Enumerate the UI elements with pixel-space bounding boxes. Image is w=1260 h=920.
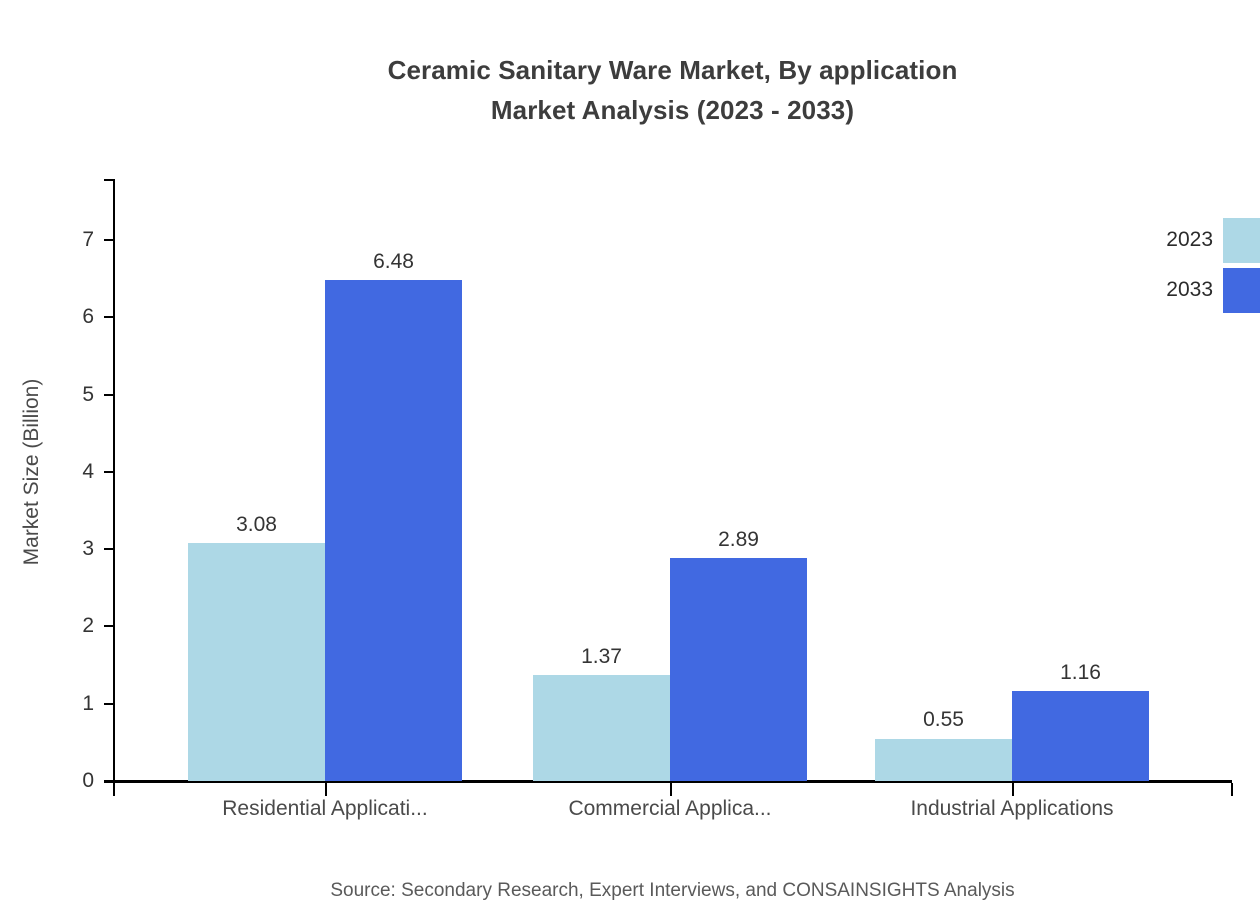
bar-value-label-2033-2: 1.16 xyxy=(1060,661,1101,685)
bar-value-label-2033-0: 6.48 xyxy=(373,250,414,274)
legend: 2023 2033 xyxy=(1130,218,1260,318)
y-tick-label: 3 xyxy=(82,537,94,561)
y-tick-label: 1 xyxy=(82,691,94,715)
bar-value-label-2023-2: 0.55 xyxy=(923,708,964,732)
bar-2033-0[interactable] xyxy=(325,280,462,781)
y-tick-label: 5 xyxy=(82,382,94,406)
bar-2023-1[interactable] xyxy=(533,675,670,781)
legend-swatch-2033 xyxy=(1223,268,1260,313)
y-tick-label: 7 xyxy=(82,227,94,251)
x-tick-mark-0 xyxy=(113,783,115,796)
y-tick-mark xyxy=(104,238,115,241)
bar-2023-2[interactable] xyxy=(875,738,1012,781)
bar-2033-1[interactable] xyxy=(670,557,807,781)
x-tick-label-1: Commercial Applica... xyxy=(568,797,772,820)
chart-title-line-1: Ceramic Sanitary Ware Market, By applica… xyxy=(387,55,958,85)
y-tick-mark xyxy=(104,548,115,551)
y-tick-label: 2 xyxy=(82,614,94,638)
y-tick-label: 0 xyxy=(82,769,94,792)
y-tick-mark xyxy=(104,316,115,319)
y-tick-mark xyxy=(104,470,115,473)
bar-2033-2[interactable] xyxy=(1012,691,1149,781)
y-axis-top-cap xyxy=(104,179,115,181)
legend-label-2023: 2023 xyxy=(1166,228,1213,251)
y-axis-title: Market Size (Billion) xyxy=(20,378,43,566)
bar-value-label-2023-0: 3.08 xyxy=(236,512,277,536)
legend-item-2023[interactable]: 2023 xyxy=(1130,218,1260,268)
x-tick-mark-2 xyxy=(670,783,672,796)
bar-value-label-2033-1: 2.89 xyxy=(718,527,759,551)
y-axis-line xyxy=(113,179,115,782)
bar-value-label-2023-1: 1.37 xyxy=(581,645,622,669)
legend-label-2033: 2033 xyxy=(1166,278,1213,301)
y-tick-mark xyxy=(104,702,115,705)
chart-title: Ceramic Sanitary Ware Market, By applica… xyxy=(0,50,1260,130)
y-tick-label: 4 xyxy=(82,459,94,483)
x-tick-label-0: Residential Applicati... xyxy=(222,797,428,820)
y-tick-mark xyxy=(104,625,115,628)
x-tick-mark-1 xyxy=(325,783,327,796)
bar-2023-0[interactable] xyxy=(188,542,325,781)
y-tick-mark xyxy=(104,393,115,396)
x-tick-mark-3 xyxy=(1012,783,1014,796)
x-axis-line xyxy=(104,780,1232,783)
chart-title-line-2: Market Analysis (2023 - 2033) xyxy=(490,95,855,125)
y-tick-mark xyxy=(104,780,115,782)
legend-item-2033[interactable]: 2033 xyxy=(1130,268,1260,318)
y-tick-label: 6 xyxy=(82,305,94,329)
x-tick-label-2: Industrial Applications xyxy=(910,797,1114,820)
x-tick-mark-4 xyxy=(1231,783,1233,796)
legend-swatch-2023 xyxy=(1223,218,1260,263)
source-note: Source: Secondary Research, Expert Inter… xyxy=(330,880,1015,901)
